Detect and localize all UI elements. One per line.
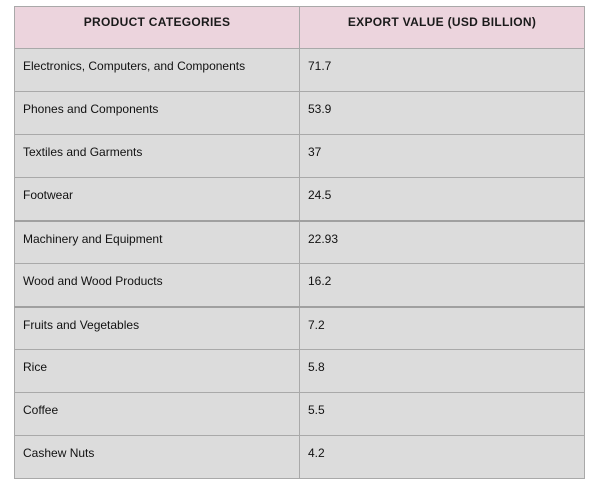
cell-value: 16.2 [299,263,585,307]
table-row: Wood and Wood Products 16.2 [14,263,585,307]
cell-category: Textiles and Garments [14,134,300,178]
cell-value: 53.9 [299,91,585,135]
table-row: Rice 5.8 [14,349,585,393]
cell-category: Footwear [14,177,300,221]
table-row: Coffee 5.5 [14,392,585,436]
cell-value: 7.2 [299,305,585,350]
table-row: Electronics, Computers, and Components 7… [14,48,585,92]
table-row: Textiles and Garments 37 [14,134,585,178]
cell-category: Wood and Wood Products [14,263,300,307]
cell-value: 24.5 [299,177,585,221]
header-product-categories: PRODUCT CATEGORIES [14,6,300,49]
table-row: Machinery and Equipment 22.93 [14,219,585,264]
table-row: Fruits and Vegetables 7.2 [14,305,585,350]
cell-category: Phones and Components [14,91,300,135]
table-row: Phones and Components 53.9 [14,91,585,135]
cell-category: Cashew Nuts [14,435,300,479]
table-header-row: PRODUCT CATEGORIES EXPORT VALUE (USD BIL… [14,6,585,49]
export-value-table: PRODUCT CATEGORIES EXPORT VALUE (USD BIL… [14,6,585,479]
cell-category: Rice [14,349,300,393]
cell-value: 37 [299,134,585,178]
cell-value: 71.7 [299,48,585,92]
cell-value: 4.2 [299,435,585,479]
cell-category: Electronics, Computers, and Components [14,48,300,92]
cell-value: 22.93 [299,219,585,264]
cell-category: Coffee [14,392,300,436]
cell-category: Machinery and Equipment [14,219,300,264]
table-row: Footwear 24.5 [14,177,585,221]
table-row: Cashew Nuts 4.2 [14,435,585,479]
header-export-value: EXPORT VALUE (USD BILLION) [299,6,585,49]
cell-value: 5.5 [299,392,585,436]
cell-category: Fruits and Vegetables [14,305,300,350]
cell-value: 5.8 [299,349,585,393]
